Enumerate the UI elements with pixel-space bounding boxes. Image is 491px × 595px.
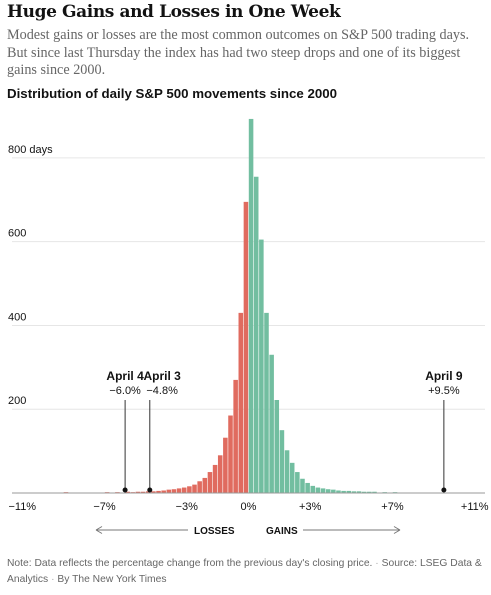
headline: Huge Gains and Losses in One Week xyxy=(7,2,341,22)
gain-bar xyxy=(295,472,300,493)
losses-label: LOSSES xyxy=(194,526,235,537)
loss-bar xyxy=(233,379,238,493)
annotation-value: −6.0% xyxy=(109,385,141,397)
gain-bar xyxy=(253,176,259,493)
annotation-date: April 3 xyxy=(143,369,181,383)
loss-bar xyxy=(223,437,228,493)
loss-bar xyxy=(197,481,202,493)
gain-bar xyxy=(305,482,310,493)
histogram-bars xyxy=(63,118,418,493)
loss-bar xyxy=(217,455,223,493)
annotation-dot xyxy=(147,487,153,493)
right-arrowhead-icon xyxy=(393,526,401,534)
loss-bar xyxy=(166,489,172,493)
gain-bar xyxy=(284,450,290,493)
note-text: Note: Data reflects the percentage chang… xyxy=(7,558,373,569)
gain-bar xyxy=(310,485,316,493)
loss-bar xyxy=(212,464,218,493)
loss-bar xyxy=(243,201,249,493)
loss-bar xyxy=(161,490,166,493)
y-tick-label: 400 xyxy=(8,311,26,323)
direction-labels: LOSSES GAINS xyxy=(95,526,401,537)
gain-bar xyxy=(341,490,346,493)
gain-bar xyxy=(372,491,377,493)
gains-label: GAINS xyxy=(266,526,298,537)
loss-bar xyxy=(156,490,161,493)
annotations: April 4 −6.0%April 3 −4.8% April 9 +9.5% xyxy=(106,369,463,493)
loss-bar xyxy=(187,486,192,493)
annotation-dot xyxy=(122,487,128,493)
gain-bar xyxy=(346,490,352,493)
loss-bar xyxy=(125,491,130,493)
separator-dot: · xyxy=(375,558,379,569)
loss-bar xyxy=(171,489,177,493)
y-tick-label: 800 days xyxy=(8,144,53,156)
annotation-value: −4.8% xyxy=(146,385,178,397)
gain-bar xyxy=(367,491,372,493)
gain-bar xyxy=(279,430,285,493)
loss-bar xyxy=(181,487,187,493)
y-tick-label: 600 xyxy=(8,228,26,240)
histogram-chart: 200 400 600 800 days −11% −7% −3% 0% +3% +7% +11%… xyxy=(8,118,489,537)
gain-bar xyxy=(331,489,336,493)
gain-bar xyxy=(259,239,264,493)
x-tick-label: +11% xyxy=(461,501,489,513)
gain-bar xyxy=(361,491,367,493)
loss-bar xyxy=(207,472,213,493)
x-tick-label: −7% xyxy=(93,501,116,513)
annotation-date: April 9 xyxy=(425,369,463,383)
y-tick-label: 200 xyxy=(8,395,26,407)
loss-bar xyxy=(202,477,208,493)
annotation-dot xyxy=(441,487,447,493)
gain-bar xyxy=(356,491,362,493)
x-tick-label: −3% xyxy=(176,501,199,513)
annotation-date: April 4 xyxy=(106,369,144,383)
gain-bar xyxy=(315,487,321,493)
x-tick-label: +7% xyxy=(381,501,404,513)
x-tick-label: +3% xyxy=(299,501,322,513)
gain-bar xyxy=(248,118,254,493)
loss-bar xyxy=(192,484,197,493)
gain-bar xyxy=(289,462,295,493)
annotation-value: +9.5% xyxy=(428,385,460,397)
gain-bar xyxy=(325,489,331,493)
source-text: Source: LSEG Data & Analytics xyxy=(7,558,482,585)
dek: Modest gains or losses are the most comm… xyxy=(7,27,470,78)
loss-bar xyxy=(228,415,233,493)
loss-bar xyxy=(238,312,244,493)
gain-bar xyxy=(336,490,341,493)
loss-bar xyxy=(135,491,141,493)
credit-text: By The New York Times xyxy=(57,574,167,585)
gain-bar xyxy=(274,400,280,493)
x-axis: −11% −7% −3% 0% +3% +7% +11% xyxy=(8,492,489,513)
separator-dot: · xyxy=(51,574,55,585)
gain-bar xyxy=(351,491,357,493)
gain-bar xyxy=(264,312,269,493)
gain-bar xyxy=(300,478,305,493)
x-tick-label: −11% xyxy=(8,501,36,513)
loss-bar xyxy=(140,491,146,493)
loss-bar xyxy=(145,491,151,493)
gain-bar xyxy=(320,488,326,493)
chart-note: Note: Data reflects the percentage chang… xyxy=(7,556,485,588)
loss-bar xyxy=(176,488,182,493)
loss-bar xyxy=(151,491,156,493)
gridlines: 200 400 600 800 days xyxy=(8,144,485,410)
gain-bar xyxy=(269,354,274,493)
x-tick-label: 0% xyxy=(241,501,257,513)
chart-title: Distribution of daily S&P 500 movements … xyxy=(7,86,338,101)
left-arrowhead-icon xyxy=(95,526,103,534)
